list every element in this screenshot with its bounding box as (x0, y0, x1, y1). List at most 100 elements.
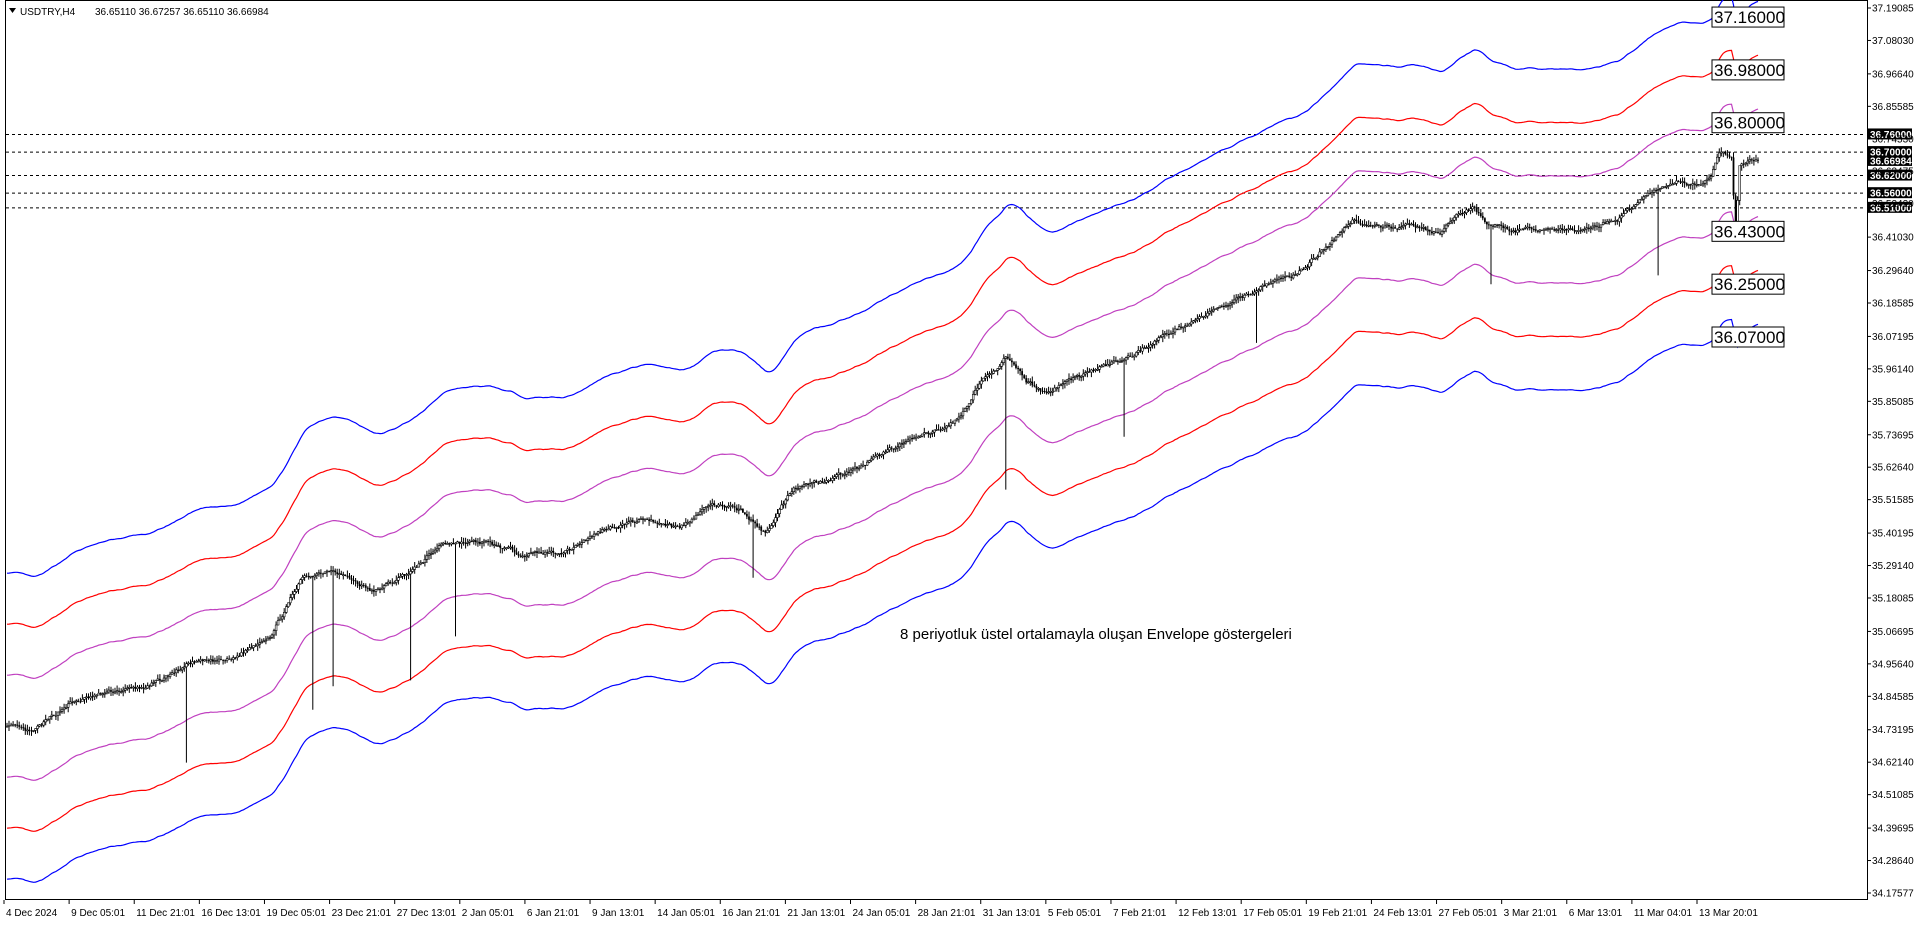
callout-text: 36.98000 (1714, 61, 1785, 80)
callout-text: 36.43000 (1714, 222, 1785, 241)
price-tick-label: 34.95640 (1872, 659, 1914, 670)
price-tick-label: 35.85085 (1872, 397, 1914, 408)
callout-box (1711, 220, 1785, 242)
current-price-tag: 36.66984 (1868, 155, 1912, 167)
time-tick-label: 11 Mar 04:01 (1634, 908, 1693, 919)
time-tick-label: 21 Jan 13:01 (787, 908, 845, 919)
price-tick-label: 36.74530 (1872, 134, 1914, 145)
time-axis: 4 Dec 2024 9 Dec 05:01 11 Dec 21:01 16 Dec … (3, 900, 1758, 919)
time-tick-label: 14 Jan 05:01 (657, 908, 715, 919)
callout-box (1711, 6, 1785, 28)
envelope-callouts: 37.16000 36.98000 36.80000 36.43000 36.25000… (1711, 6, 1785, 348)
price-tick-label: 35.96140 (1872, 364, 1914, 375)
price-tick-label: 36.29640 (1872, 266, 1914, 277)
price-tick-label: 34.62140 (1872, 758, 1914, 769)
price-tick-label: 36.63475 (1872, 167, 1914, 178)
level-tag-text: 36.56000 (1870, 189, 1912, 200)
level-price-tag: 36.51000 (1868, 201, 1912, 214)
callout-text: 36.07000 (1714, 328, 1785, 347)
time-tick-label: 13 Mar 20:01 (1699, 908, 1758, 919)
price-axis: 37.19085 37.08030 36.96640 36.85585 36.74530… (1867, 4, 1914, 900)
price-bars (5, 147, 1759, 763)
time-tick-label: 12 Feb 13:01 (1178, 908, 1237, 919)
time-tick-label: 9 Dec 05:01 (71, 908, 125, 919)
price-tick-label: 36.96640 (1872, 69, 1914, 80)
envelope-callout: 36.43000 (1711, 220, 1785, 242)
envelope-upper-3[interactable] (6, 0, 1759, 578)
callout-box (1711, 326, 1785, 348)
envelope-callout: 37.16000 (1711, 6, 1785, 28)
time-tick-label: 2 Jan 05:01 (462, 908, 515, 919)
callout-box (1711, 273, 1785, 295)
level-price-tag: 36.56000 (1868, 187, 1912, 200)
time-tick-label: 4 Dec 2024 (6, 908, 58, 919)
price-tick-label: 35.29140 (1872, 561, 1914, 572)
level-price-tag: 36.62000 (1868, 169, 1912, 182)
level-price-tag: 36.70000 (1868, 146, 1912, 159)
price-tick-label: 34.28640 (1872, 856, 1914, 867)
time-tick-label: 19 Feb 21:01 (1308, 908, 1367, 919)
candle-bodies-up (5, 151, 1758, 732)
price-tick-label: 37.19085 (1872, 4, 1914, 15)
time-tick-label: 17 Feb 05:01 (1243, 908, 1302, 919)
callout-text: 36.25000 (1714, 275, 1785, 294)
symbol-timeframe: USDTRY,H4 (20, 7, 76, 18)
plot-frame (5, 0, 1868, 900)
chart-annotation: 8 periyotluk üstel ortalamayla oluşan En… (900, 626, 1292, 643)
time-tick-label: 5 Feb 05:01 (1048, 908, 1102, 919)
price-tick-label: 34.84585 (1872, 692, 1914, 703)
envelope-upper-2[interactable] (6, 49, 1759, 629)
price-tick-label: 34.39695 (1872, 824, 1914, 835)
envelope-callout: 36.07000 (1711, 326, 1785, 348)
level-tag-text: 36.62000 (1870, 171, 1912, 182)
envelope-lower-3[interactable] (6, 318, 1759, 883)
price-tick-label: 35.62640 (1872, 463, 1914, 474)
time-tick-label: 27 Feb 05:01 (1439, 908, 1498, 919)
envelope-callout: 36.80000 (1711, 112, 1785, 134)
time-tick-label: 23 Dec 21:01 (332, 908, 392, 919)
price-tick-label: 36.41030 (1872, 233, 1914, 244)
time-tick-label: 31 Jan 13:01 (983, 908, 1041, 919)
price-tick-label: 36.07195 (1872, 332, 1914, 343)
time-tick-label: 27 Dec 13:01 (397, 908, 457, 919)
time-tick-label: 24 Jan 05:01 (853, 908, 911, 919)
level-tag-text: 36.51000 (1870, 203, 1912, 214)
time-tick-label: 16 Dec 13:01 (201, 908, 261, 919)
price-tick-label: 37.08030 (1872, 36, 1914, 47)
time-tick-label: 3 Mar 21:01 (1504, 908, 1558, 919)
price-tick-label: 35.51585 (1872, 495, 1914, 506)
callout-text: 37.16000 (1714, 8, 1785, 27)
price-tick-label: 36.85585 (1872, 102, 1914, 113)
price-tick-label: 35.73695 (1872, 430, 1914, 441)
envelope-indicator (6, 0, 1759, 883)
current-price-text: 36.66984 (1870, 156, 1912, 167)
envelope-lower-1[interactable] (6, 211, 1759, 781)
price-tick-label: 34.73195 (1872, 725, 1914, 736)
envelope-callout: 36.98000 (1711, 59, 1785, 81)
price-tick-label: 36.18585 (1872, 298, 1914, 309)
time-tick-label: 28 Jan 21:01 (918, 908, 976, 919)
time-tick-label: 24 Feb 13:01 (1373, 908, 1432, 919)
level-tag-text: 36.76000 (1870, 130, 1912, 141)
ohlc-readout: 36.65110 36.67257 36.65110 36.66984 (95, 7, 269, 18)
time-tick-label: 9 Jan 13:01 (592, 908, 645, 919)
time-tick-label: 6 Mar 13:01 (1569, 908, 1623, 919)
price-tick-label: 36.52420 (1872, 199, 1914, 210)
time-tick-label: 7 Feb 21:01 (1113, 908, 1167, 919)
level-price-tag: 36.76000 (1868, 128, 1912, 141)
time-tick-label: 19 Dec 05:01 (266, 908, 326, 919)
callout-box (1711, 112, 1785, 134)
callout-text: 36.80000 (1714, 114, 1785, 133)
time-tick-label: 6 Jan 21:01 (527, 908, 580, 919)
callout-box (1711, 59, 1785, 81)
price-tick-label: 34.51085 (1872, 790, 1914, 801)
envelope-callout: 36.25000 (1711, 273, 1785, 295)
price-tick-label: 35.40195 (1872, 529, 1914, 540)
envelope-upper-1[interactable] (6, 103, 1759, 680)
price-tick-label: 34.17577 (1872, 889, 1914, 900)
chart-menu-arrow-icon[interactable] (9, 8, 16, 13)
envelope-lower-2[interactable] (6, 265, 1759, 832)
time-tick-label: 11 Dec 21:01 (136, 908, 195, 919)
